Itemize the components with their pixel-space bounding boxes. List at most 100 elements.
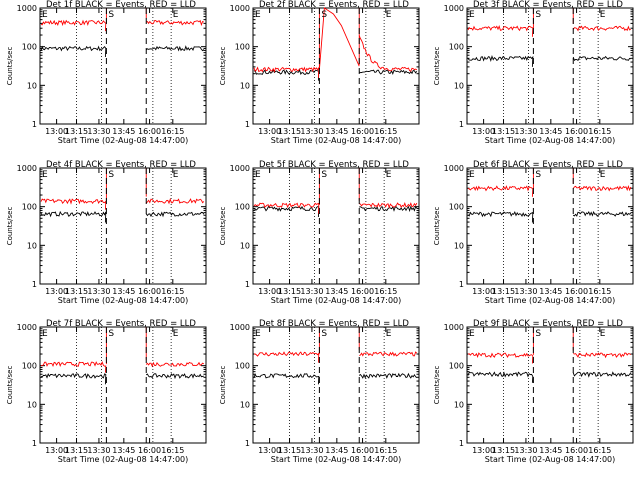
lld-series-line — [253, 66, 320, 78]
panel-title: Det 1f BLACK = Events, RED = LLD — [46, 0, 196, 10]
y-axis-label: Counts/sec — [433, 47, 441, 86]
start-marker-label: S — [535, 170, 541, 180]
x-tick-label: 13:30 — [87, 287, 110, 296]
end-marker-label: E — [600, 10, 606, 20]
x-axis-label: Start Time (02-Aug-08 14:47:00) — [58, 455, 189, 464]
y-axis-label: Counts/sec — [219, 366, 227, 405]
y-tick-label: 1 — [32, 120, 37, 129]
panel-1: Det 1f BLACK = Events, RED = LLD 1 10 100 10… — [6, 0, 207, 145]
start-marker-label: S — [535, 329, 541, 339]
panel-7: Det 7f BLACK = Events, RED = LLD 1 10 100 10… — [6, 319, 207, 464]
end-marker-label: E — [173, 10, 179, 20]
start-marker-label: S — [108, 170, 114, 180]
x-tick-label: 13:45 — [112, 446, 135, 455]
y-axis-label: Counts/sec — [6, 366, 14, 405]
lld-series-line — [146, 19, 205, 27]
plot-frame — [39, 7, 207, 125]
x-tick-label: 13:30 — [514, 446, 537, 455]
x-tick-label: 13:30 — [300, 446, 323, 455]
lld-series-line — [359, 202, 418, 209]
y-axis-label: Counts/sec — [433, 207, 441, 246]
y-tick-label: 100 — [235, 203, 250, 212]
x-axis-label: Start Time (02-Aug-08 14:47:00) — [271, 296, 402, 305]
y-tick-label: 100 — [235, 362, 250, 371]
panel-title: Det 8f BLACK = Events, RED = LLD — [259, 319, 409, 329]
y-tick-label: 1000 — [444, 323, 464, 332]
x-tick-label: 16:00 — [565, 446, 588, 455]
y-axis-label: Counts/sec — [219, 47, 227, 86]
panel-4: Det 4f BLACK = Events, RED = LLD 1 10 100 10… — [6, 160, 207, 305]
panel-title: Det 7f BLACK = Events, RED = LLD — [46, 319, 196, 329]
x-tick-label: 16:00 — [138, 127, 161, 136]
y-tick-label: 100 — [449, 362, 464, 371]
x-tick-label: 16:00 — [138, 446, 161, 455]
x-tick-label: 16:00 — [351, 446, 374, 455]
events-series-line — [253, 68, 320, 81]
panel-title: Det 5f BLACK = Events, RED = LLD — [259, 160, 409, 170]
panel-3: Det 3f BLACK = Events, RED = LLD 1 10 100 10… — [433, 0, 634, 145]
y-tick-label: 10 — [454, 241, 464, 250]
end-marker-label: E — [42, 329, 48, 339]
panel-5: Det 5f BLACK = Events, RED = LLD 1 10 100 10… — [219, 160, 420, 305]
y-tick-label: 10 — [27, 400, 37, 409]
panel-2: Det 2f BLACK = Events, RED = LLD 1 10 100 10… — [219, 0, 420, 145]
events-series-line — [572, 371, 632, 378]
events-series-line — [40, 210, 107, 223]
y-axis-label: Counts/sec — [6, 47, 14, 86]
x-tick-label: 16:00 — [351, 127, 374, 136]
events-series-line — [145, 45, 205, 52]
events-series-line — [358, 69, 418, 76]
lld-series-line — [572, 25, 632, 32]
end-marker-label: E — [386, 10, 392, 20]
end-marker-label: E — [173, 170, 179, 180]
end-marker-label: E — [42, 10, 48, 20]
panel-8: Det 8f BLACK = Events, RED = LLD 1 10 100 10… — [219, 319, 420, 464]
start-marker-label: S — [321, 10, 327, 20]
plot-frame — [39, 167, 207, 285]
x-tick-label: 13:45 — [539, 446, 562, 455]
events-series-line — [40, 373, 107, 385]
lld-series-line — [359, 351, 418, 357]
y-tick-label: 1000 — [17, 323, 37, 332]
end-marker-label: E — [386, 170, 392, 180]
y-axis-label: Counts/sec — [433, 366, 441, 405]
x-tick-label: 13:00 — [258, 446, 281, 455]
y-tick-label: 1000 — [230, 4, 250, 13]
events-series-line — [572, 210, 632, 217]
lld-series-line — [253, 351, 320, 363]
events-series-line — [253, 373, 320, 385]
x-tick-label: 13:45 — [112, 287, 135, 296]
y-tick-label: 10 — [454, 81, 464, 90]
x-tick-label: 13:15 — [278, 446, 301, 455]
panel-9: Det 9f BLACK = Events, RED = LLD 1 10 100 10… — [433, 319, 634, 464]
y-tick-label: 10 — [454, 400, 464, 409]
x-tick-label: 16:00 — [565, 287, 588, 296]
events-series-line — [359, 205, 418, 213]
y-tick-label: 1000 — [17, 4, 37, 13]
plot-frame — [466, 7, 634, 125]
x-tick-label: 13:15 — [492, 127, 515, 136]
x-tick-label: 13:45 — [325, 287, 348, 296]
x-tick-label: 16:15 — [588, 127, 611, 136]
x-tick-label: 13:00 — [45, 127, 68, 136]
start-marker-label: S — [108, 329, 114, 339]
y-tick-label: 1 — [459, 120, 464, 129]
lld-series-line — [467, 24, 534, 37]
x-tick-label: 13:00 — [258, 127, 281, 136]
x-tick-label: 13:45 — [325, 446, 348, 455]
lld-series-line — [40, 198, 107, 210]
x-tick-label: 13:00 — [472, 446, 495, 455]
end-marker-label: E — [600, 170, 606, 180]
y-tick-label: 1000 — [444, 164, 464, 173]
events-series-line — [467, 54, 534, 67]
y-tick-label: 1 — [245, 120, 250, 129]
x-tick-label: 13:00 — [472, 287, 495, 296]
end-marker-label: E — [173, 329, 179, 339]
x-tick-label: 13:30 — [87, 127, 110, 136]
x-tick-label: 13:45 — [112, 127, 135, 136]
plot-frame — [252, 7, 420, 125]
y-tick-label: 100 — [22, 43, 37, 52]
x-tick-label: 13:45 — [539, 127, 562, 136]
x-tick-label: 16:15 — [588, 287, 611, 296]
